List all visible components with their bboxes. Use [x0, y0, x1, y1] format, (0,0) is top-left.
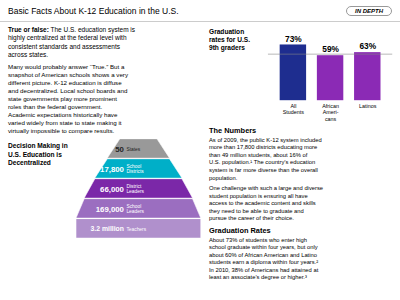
svg-text:63%: 63%: [359, 41, 376, 51]
html-text:About 73% of students who ente: About 73% of students who enter high sch…: [209, 236, 319, 281]
html-text:Decision Making in U.S. Educat: Decision Making in U.S. Education is Dec…: [8, 142, 68, 166]
html-text:Basic Facts About K-12 Educati: Basic Facts About K-12 Education in the …: [8, 5, 179, 16]
html-text:As of 2009, the public K-12 sy: As of 2009, the public K-12 system inclu…: [209, 136, 322, 181]
html-text:Graduation rates for U.S. 9th: Graduation rates for U.S. 9th graders: [209, 28, 250, 52]
svg-text:66,000: 66,000: [100, 185, 124, 194]
svg-text:17,800: 17,800: [100, 165, 124, 174]
svg-text:SchoolLeaders: SchoolLeaders: [127, 204, 145, 214]
svg-text:SchoolDistricts: SchoolDistricts: [127, 164, 145, 174]
html-text:One challenge with such a larg: One challenge with such a large and dive…: [209, 185, 324, 222]
html-text:IN DEPTH: IN DEPTH: [355, 7, 383, 14]
svg-text:73%: 73%: [285, 34, 302, 44]
svg-text:50: 50: [115, 145, 124, 154]
svg-text:Teachers: Teachers: [127, 227, 147, 232]
svg-text:AllStudents: AllStudents: [283, 103, 305, 115]
svg-text:States: States: [127, 147, 141, 152]
svg-text:169,000: 169,000: [96, 205, 125, 214]
svg-text:3.2 million: 3.2 million: [91, 226, 124, 233]
html-text:Many would probably answer “Tr: Many would probably answer “True.” But a…: [8, 62, 128, 135]
svg-text:AfricanAmeri-cans: AfricanAmeri-cans: [322, 103, 339, 121]
svg-text:DistrictLeaders: DistrictLeaders: [127, 184, 145, 194]
svg-text:Latinos: Latinos: [359, 103, 377, 109]
svg-text:59%: 59%: [322, 44, 339, 54]
html-text:The Numbers: The Numbers: [209, 125, 257, 135]
html-text:Graduation Rates: Graduation Rates: [209, 225, 271, 235]
html-text:True or false: The U.S. educat: True or false: The U.S. education system…: [8, 26, 136, 59]
